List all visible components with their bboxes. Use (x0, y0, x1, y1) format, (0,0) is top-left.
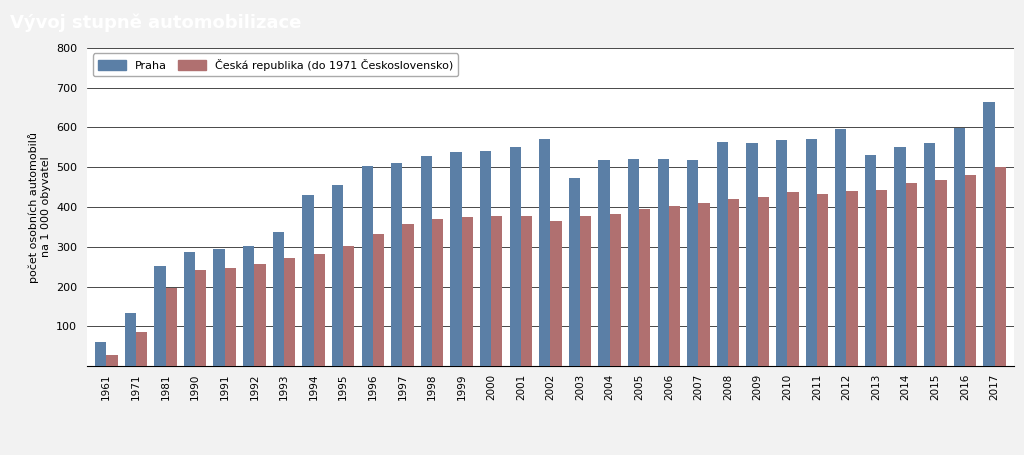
Bar (776, 140, 787, 366)
Bar (95, 342, 106, 366)
Bar (746, 143, 758, 366)
Bar (196, 269, 207, 366)
Bar (125, 313, 136, 366)
Y-axis label: počet osobních automobilů
na 1 000 obyvatel: počet osobních automobilů na 1 000 obyva… (28, 131, 50, 283)
Bar (994, 167, 1006, 366)
Bar (272, 232, 284, 366)
Bar (373, 234, 384, 366)
Bar (480, 151, 492, 366)
Bar (332, 185, 343, 366)
Bar (657, 159, 669, 366)
Bar (224, 268, 236, 366)
Bar (598, 161, 609, 366)
Bar (580, 216, 591, 366)
Bar (865, 155, 877, 366)
Bar (609, 214, 621, 366)
Bar (639, 209, 650, 366)
Bar (166, 288, 177, 366)
Bar (462, 217, 473, 366)
Text: Vývoj stupně automobilizace: Vývoj stupně automobilizace (10, 13, 302, 32)
Bar (758, 197, 769, 366)
Bar (302, 195, 313, 366)
Bar (136, 332, 147, 366)
Bar (568, 178, 580, 366)
Bar (254, 263, 265, 366)
Bar (628, 159, 639, 366)
Bar (402, 224, 414, 366)
Bar (284, 258, 295, 366)
Bar (510, 147, 521, 366)
Bar (243, 246, 254, 366)
Bar (787, 192, 799, 366)
Bar (983, 101, 994, 366)
Bar (343, 246, 354, 366)
Bar (953, 128, 965, 366)
Bar (877, 190, 888, 366)
Bar (521, 216, 532, 366)
Bar (213, 249, 224, 366)
Bar (184, 252, 196, 366)
Bar (717, 142, 728, 366)
Bar (905, 183, 916, 366)
Bar (836, 129, 847, 366)
Bar (432, 219, 443, 366)
Bar (391, 163, 402, 366)
Bar (451, 152, 462, 366)
Bar (698, 203, 710, 366)
Bar (155, 266, 166, 366)
Bar (847, 191, 858, 366)
Bar (924, 143, 935, 366)
Bar (361, 166, 373, 366)
Bar (935, 180, 946, 366)
Bar (492, 216, 503, 366)
Bar (106, 355, 118, 366)
Bar (894, 147, 905, 366)
Bar (313, 253, 325, 366)
Bar (965, 175, 976, 366)
Bar (687, 161, 698, 366)
Bar (806, 139, 817, 366)
Bar (728, 199, 739, 366)
Bar (669, 206, 680, 366)
Bar (551, 221, 561, 366)
Bar (421, 157, 432, 366)
Legend: Praha, Česká republika (do 1971 Československo): Praha, Česká republika (do 1971 Českoslo… (92, 53, 459, 76)
Bar (817, 194, 828, 366)
Bar (540, 139, 551, 366)
